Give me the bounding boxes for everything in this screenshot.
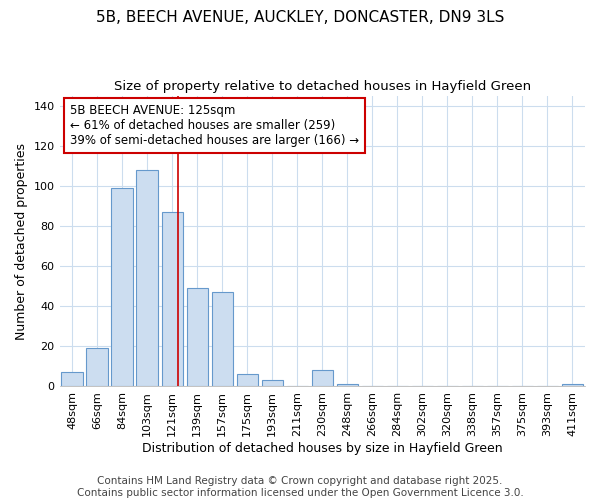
Bar (262, 380, 283, 386)
X-axis label: Distribution of detached houses by size in Hayfield Green: Distribution of detached houses by size … (142, 442, 503, 455)
Bar (187, 288, 208, 386)
Text: 5B BEECH AVENUE: 125sqm
← 61% of detached houses are smaller (259)
39% of semi-d: 5B BEECH AVENUE: 125sqm ← 61% of detache… (70, 104, 359, 148)
Bar (136, 170, 158, 386)
Text: Contains HM Land Registry data © Crown copyright and database right 2025.
Contai: Contains HM Land Registry data © Crown c… (77, 476, 523, 498)
Y-axis label: Number of detached properties: Number of detached properties (15, 142, 28, 340)
Text: 5B, BEECH AVENUE, AUCKLEY, DONCASTER, DN9 3LS: 5B, BEECH AVENUE, AUCKLEY, DONCASTER, DN… (96, 10, 504, 25)
Bar (61, 372, 83, 386)
Bar (212, 292, 233, 386)
Bar (562, 384, 583, 386)
Bar (236, 374, 258, 386)
Bar (311, 370, 333, 386)
Bar (161, 212, 183, 386)
Bar (112, 188, 133, 386)
Bar (86, 348, 108, 387)
Title: Size of property relative to detached houses in Hayfield Green: Size of property relative to detached ho… (114, 80, 531, 93)
Bar (337, 384, 358, 386)
